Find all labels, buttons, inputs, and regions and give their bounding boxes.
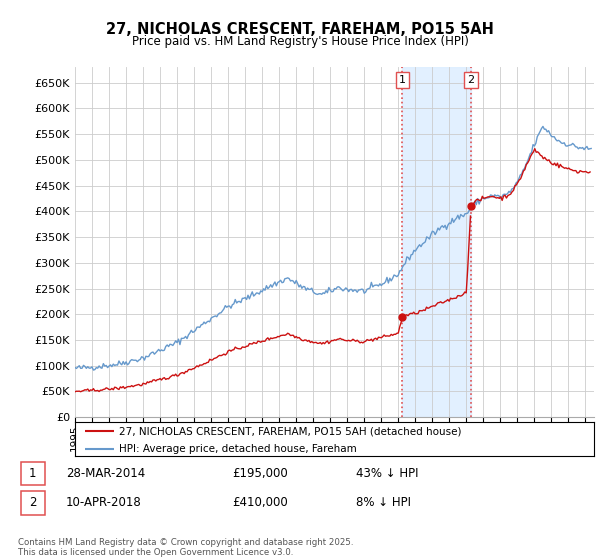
Text: HPI: Average price, detached house, Fareham: HPI: Average price, detached house, Fare… [119,444,357,454]
Text: £195,000: £195,000 [232,467,288,480]
Text: Price paid vs. HM Land Registry's House Price Index (HPI): Price paid vs. HM Land Registry's House … [131,35,469,48]
Text: 2: 2 [467,75,475,85]
FancyBboxPatch shape [21,492,44,515]
FancyBboxPatch shape [21,462,44,485]
Text: 43% ↓ HPI: 43% ↓ HPI [356,467,419,480]
Text: 2: 2 [29,497,37,510]
Bar [403,67,471,417]
Text: Contains HM Land Registry data © Crown copyright and database right 2025.
This d: Contains HM Land Registry data © Crown c… [18,538,353,557]
Text: £410,000: £410,000 [232,497,288,510]
Text: 8% ↓ HPI: 8% ↓ HPI [356,497,412,510]
Text: 1: 1 [399,75,406,85]
Text: 27, NICHOLAS CRESCENT, FAREHAM, PO15 5AH: 27, NICHOLAS CRESCENT, FAREHAM, PO15 5AH [106,22,494,38]
Text: 1: 1 [29,467,37,480]
Text: 10-APR-2018: 10-APR-2018 [66,497,142,510]
Text: 27, NICHOLAS CRESCENT, FAREHAM, PO15 5AH (detached house): 27, NICHOLAS CRESCENT, FAREHAM, PO15 5AH… [119,426,461,436]
Text: 28-MAR-2014: 28-MAR-2014 [66,467,145,480]
